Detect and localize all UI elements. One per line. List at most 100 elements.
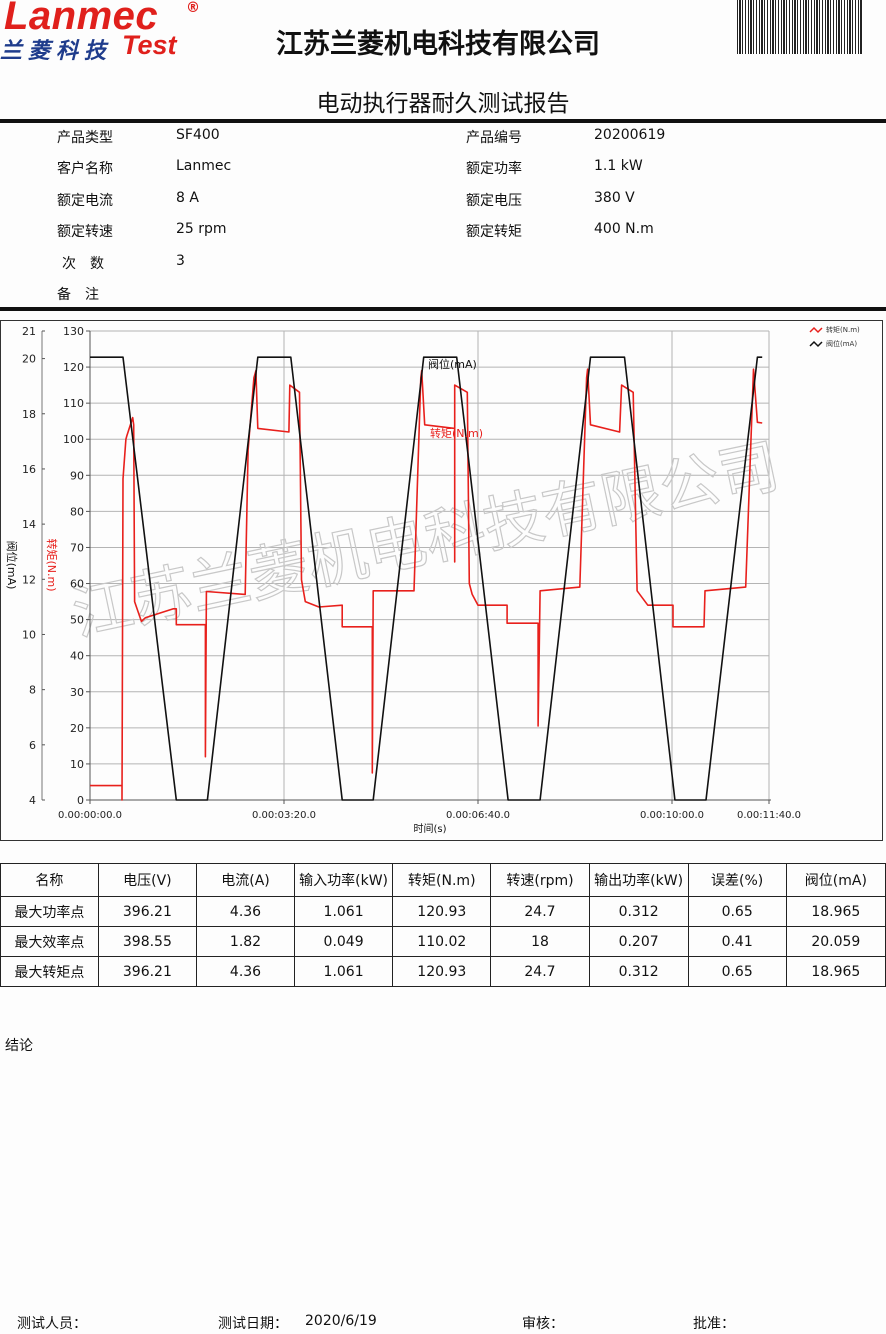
x-tick-label: 0.00:06:40.0: [446, 810, 510, 821]
info-label: 额定转矩: [466, 224, 522, 240]
y-inner-tick-label: 90: [70, 469, 84, 482]
legend-swatch-valve: [809, 340, 823, 348]
table-cell: 0.65: [687, 896, 787, 927]
y-inner-tick-label: 80: [70, 505, 84, 518]
chart: 江苏兰菱机电科技有限公司 0 10 20 30 40 50 60 70 80 90 100 110 12…: [5, 325, 860, 835]
x-tick-label: 0.00:11:40.0: [737, 810, 801, 821]
logo-text: Lanmec: [4, 0, 159, 38]
table-header-cell: 转速(rpm): [490, 863, 590, 897]
info-label: 额定功率: [466, 161, 522, 177]
y-outer-tick-label: 21: [22, 325, 36, 338]
table-cell: 110.02: [392, 926, 492, 957]
table-row: 最大转矩点 396.21 4.36 1.061 120.93 24.7 0.312 0.65 1…: [0, 956, 886, 987]
info-label: 备 注: [57, 287, 99, 303]
table-header-cell: 电压(V): [97, 863, 198, 897]
table-cell: 24.7: [490, 956, 590, 987]
table-header-cell: 阀位(mA): [785, 863, 886, 897]
y-inner-tick-label: 70: [70, 541, 84, 554]
barcode: [737, 0, 863, 54]
info-label: 次 数: [62, 256, 104, 272]
table-cell: 0.207: [588, 926, 689, 957]
info-value: 20200619: [594, 127, 666, 143]
annotation-valve: 阀位(mA): [428, 357, 477, 371]
table-cell: 最大功率点: [0, 896, 99, 927]
info-label: 额定电流: [57, 193, 113, 209]
series-line-valve: [90, 356, 763, 801]
divider-top: [0, 119, 886, 123]
y-inner-tick-label: 100: [63, 433, 84, 446]
series-line-torque: [90, 368, 763, 801]
info-label: 产品编号: [466, 130, 522, 146]
y-outer-tick-label: 18: [22, 408, 36, 421]
y-outer-tick-label: 20: [22, 353, 36, 366]
table-cell: 1.061: [294, 896, 394, 927]
table-cell: 18.965: [785, 956, 886, 987]
info-label: 客户名称: [57, 161, 113, 177]
table-row: 最大功率点 396.21 4.36 1.061 120.93 24.7 0.312 0.65 1…: [0, 896, 886, 927]
chart-frame: [0, 320, 883, 841]
y-outer-tick-label: 8: [29, 684, 36, 697]
conclusion-label: 结论: [5, 1038, 33, 1054]
legend: 转矩(N.m) 阀位(mA): [809, 325, 860, 348]
table-cell: 20.059: [785, 926, 886, 957]
divider-bottom: [0, 307, 886, 311]
y-outer-axis-label: 阀位(mA): [5, 541, 19, 590]
y-outer-tick-label: 12: [22, 573, 36, 586]
x-tick-label: 0.00:00:00.0: [58, 810, 122, 821]
table-cell: 24.7: [490, 896, 590, 927]
y-inner-tick-label: 60: [70, 578, 84, 591]
table-cell: 4.36: [196, 956, 296, 987]
table-cell: 0.312: [588, 956, 689, 987]
x-axis-label: 时间(s): [413, 822, 446, 835]
info-label: 产品类型: [57, 130, 113, 146]
watermark: 江苏兰菱机电科技有限公司: [66, 431, 785, 649]
y-outer-tick-label: 4: [29, 794, 36, 807]
reviewer-label: 审核：: [522, 1316, 564, 1332]
table-cell: 0.049: [294, 926, 394, 957]
table-cell: 1.061: [294, 956, 394, 987]
table-cell: 18: [490, 926, 590, 957]
y-inner-tick-label: 120: [63, 361, 84, 374]
info-value: 1.1 kW: [594, 158, 643, 174]
table-cell: 120.93: [392, 896, 492, 927]
report-title: 电动执行器耐久测试报告: [316, 91, 570, 117]
table-cell: 最大转矩点: [0, 956, 99, 987]
table-header-row: 名称 电压(V) 电流(A) 输入功率(kW) 转矩(N.m) 转速(rpm) 输出功率(k…: [0, 863, 886, 897]
table-cell: 398.55: [97, 926, 198, 957]
y-inner-axis-label: 转矩(N.m): [45, 538, 59, 591]
approver-label: 批准：: [693, 1316, 735, 1332]
y-inner-tick-label: 110: [63, 397, 84, 410]
logo-chinese: 兰菱科技: [0, 39, 113, 64]
info-value: 380 V: [594, 190, 635, 206]
table-cell: 396.21: [97, 896, 198, 927]
y-outer-tick-label: 16: [22, 463, 36, 476]
table-cell: 120.93: [392, 956, 492, 987]
y-inner-tick-label: 130: [63, 325, 84, 338]
info-value: 3: [176, 253, 185, 269]
y-outer-tick-label: 6: [29, 739, 36, 752]
table-header-cell: 转矩(N.m): [392, 863, 492, 897]
y-outer-tick-label: 14: [22, 518, 36, 531]
y-outer-tick-label: 10: [22, 628, 36, 641]
info-value: 400 N.m: [594, 221, 654, 237]
registered-mark: ®: [186, 0, 200, 16]
table-cell: 4.36: [196, 896, 296, 927]
test-date-value: 2020/6/19: [305, 1313, 377, 1329]
table-cell: 0.41: [687, 926, 787, 957]
y-inner-tick-label: 0: [77, 794, 84, 807]
x-tick-label: 0.00:10:00.0: [640, 810, 704, 821]
info-value: Lanmec: [176, 158, 232, 174]
legend-label-torque: 转矩(N.m): [826, 325, 860, 334]
info-label: 额定转速: [57, 224, 113, 240]
company-name: 江苏兰菱机电科技有限公司: [276, 29, 600, 60]
info-label: 额定电压: [466, 193, 522, 209]
table-cell: 最大效率点: [0, 926, 99, 957]
results-table: 名称 电压(V) 电流(A) 输入功率(kW) 转矩(N.m) 转速(rpm) 输出功率(k…: [0, 863, 886, 987]
logo-test: Test: [122, 30, 177, 60]
table-header-cell: 输入功率(kW): [294, 863, 394, 897]
test-date-label: 测试日期：: [218, 1316, 288, 1332]
info-value: 25 rpm: [176, 221, 227, 237]
tester-label: 测试人员：: [17, 1316, 87, 1332]
table-header-cell: 名称: [0, 863, 99, 897]
table-cell: 396.21: [97, 956, 198, 987]
